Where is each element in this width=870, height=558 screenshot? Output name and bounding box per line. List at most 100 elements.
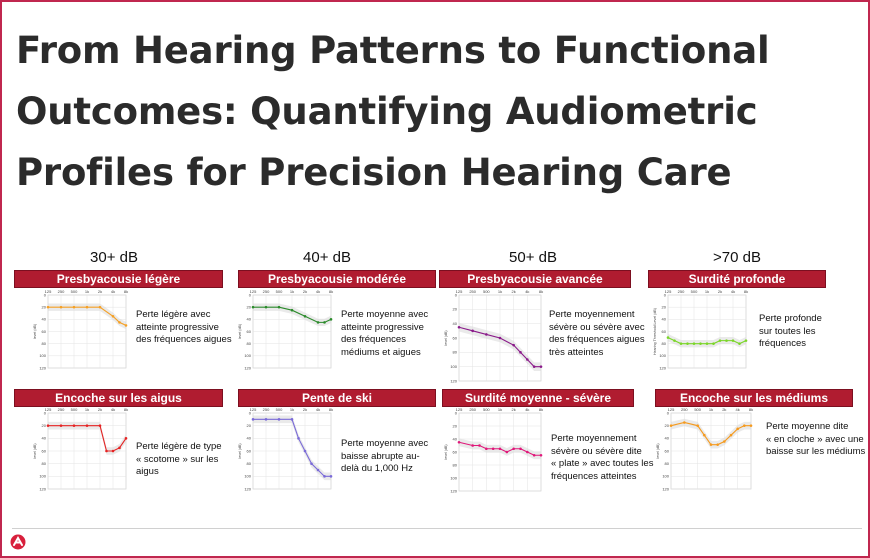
y-tick-label: 20	[42, 304, 47, 309]
freq-tick-label: 8k	[124, 407, 128, 412]
freq-tick-label: 8k	[329, 407, 333, 412]
threshold-point	[539, 453, 543, 457]
freq-tick-label: 125	[456, 407, 463, 412]
threshold-point	[323, 321, 326, 324]
freq-tick-label: 1k	[705, 289, 709, 294]
threshold-point	[673, 339, 676, 342]
y-tick-label: 120	[39, 486, 46, 491]
y-axis-label: level (dB)	[33, 443, 37, 458]
desc-pente-de-ski: Perte moyenne avec baisse abrupte au- de…	[341, 438, 428, 476]
desc-line: delà du 1,000 Hz	[341, 463, 413, 474]
y-tick-label: 80	[42, 461, 47, 466]
threshold-point	[98, 424, 102, 427]
threshold-point	[72, 305, 76, 309]
y-tick-label: 0	[667, 410, 670, 415]
y-tick-label: 0	[44, 292, 47, 297]
threshold-point	[699, 342, 702, 345]
y-tick-label: 100	[39, 353, 46, 358]
y-tick-label: 20	[453, 307, 458, 312]
y-tick-label: 40	[247, 317, 252, 322]
threshold-point	[264, 305, 268, 309]
threshold-point	[749, 424, 753, 427]
freq-tick-label: 8k	[539, 407, 543, 412]
freq-tick-label: 500	[483, 289, 490, 294]
title-line-1: From Hearing Patterns to Functional	[16, 29, 770, 72]
desc-line: sévère ou sévère dite	[551, 445, 642, 457]
threshold-line	[48, 306, 127, 326]
threshold-point	[98, 305, 102, 309]
audiogram-presbyacousie-moderee: 125 250 500 1k 2k 4k 8k 0 20 40 60 80 100 120 level (d…	[238, 289, 333, 370]
y-tick-label: 60	[662, 329, 667, 334]
threshold-point	[118, 321, 121, 324]
desc-surdite-profonde: Perte profonde sur toutes les fréquences	[759, 313, 822, 351]
threshold-point	[491, 447, 495, 451]
y-tick-label: 40	[453, 436, 458, 441]
freq-tick-label: 500	[694, 407, 701, 412]
freq-tick-label: 250	[263, 407, 270, 412]
y-axis-label: level (dB)	[33, 324, 37, 339]
threshold-point	[703, 433, 706, 437]
threshold-point	[731, 339, 735, 342]
threshold-point	[725, 339, 728, 342]
threshold-point	[59, 424, 63, 427]
freq-tick-label: 4k	[316, 407, 320, 412]
freq-tick-label: 250	[469, 289, 476, 294]
y-tick-label: 40	[42, 436, 47, 441]
y-tick-label: 0	[455, 292, 458, 297]
desc-line: sévère ou sévère avec	[549, 321, 645, 333]
threshold-point	[729, 433, 733, 437]
freq-tick-label: 1k	[498, 407, 502, 412]
threshold-point	[512, 343, 515, 347]
desc-line: des fréquences aigues	[136, 334, 232, 345]
y-tick-label: 20	[662, 304, 667, 309]
threshold-point	[46, 305, 50, 309]
freq-tick-label: 500	[483, 407, 490, 412]
threshold-point	[310, 462, 313, 465]
freq-tick-label: 8k	[329, 289, 333, 294]
desc-line: atteinte progressive	[341, 321, 424, 333]
freq-tick-label: 1k	[498, 289, 502, 294]
desc-presbyacousie-avancee: Perte moyennement sévère ou sévère avec …	[549, 309, 645, 359]
freq-tick-label: 500	[276, 407, 283, 412]
threshold-point	[457, 325, 461, 329]
threshold-point	[264, 418, 268, 421]
freq-tick-label: 2k	[303, 407, 307, 412]
threshold-point	[723, 440, 726, 443]
desc-line: « plate » avec toutes les	[551, 458, 654, 469]
freq-tick-label: 500	[276, 289, 283, 294]
freq-tick-label: 250	[678, 289, 685, 294]
desc-line: médiums et aigues	[341, 346, 421, 358]
freq-tick-label: 2k	[98, 289, 102, 294]
desc-line: « en cloche » avec une	[766, 433, 864, 445]
audiogram-presbyacousie-avancee: 125 250 500 1k 2k 4k 8k 0 20 40 60 80 100 120 level (d…	[444, 289, 543, 383]
threshold-point	[124, 324, 128, 327]
y-tick-label: 60	[453, 449, 458, 454]
banner-encoche-aigus: Encoche sur les aigus	[14, 389, 223, 407]
title-line-3: Profiles for Precision Hearing Care	[16, 151, 732, 194]
y-tick-label: 80	[247, 341, 252, 346]
y-tick-label: 100	[450, 475, 457, 480]
threshold-point	[532, 365, 536, 368]
threshold-point	[666, 336, 670, 339]
threshold-point	[743, 424, 746, 427]
audiogram-pente-de-ski: 125 250 500 1k 2k 4k 8k 0 20 40 60 80 100 120 level (d…	[238, 407, 333, 491]
threshold-point	[512, 447, 515, 451]
threshold-line	[253, 418, 331, 477]
y-axis-label: level (dB)	[238, 324, 242, 339]
threshold-point	[105, 449, 108, 453]
desc-line: atteinte progressive	[136, 321, 219, 333]
threshold-point	[316, 321, 320, 324]
freq-tick-label: 125	[456, 289, 463, 294]
audiogram-surdite-moyenne-severe: 125 250 500 1k 2k 4k 8k 0 20 40 60 80 100 120 level (d…	[444, 407, 543, 493]
freq-tick-label: 8k	[744, 289, 748, 294]
threshold-point	[329, 318, 333, 321]
threshold-point	[329, 475, 333, 478]
freq-tick-label: 8k	[124, 289, 128, 294]
freq-tick-label: 125	[668, 407, 675, 412]
variability-band	[459, 322, 541, 371]
freq-tick-label: 250	[681, 407, 688, 412]
column-header-40db: 40+ dB	[303, 249, 351, 266]
desc-encoche-mediums: Perte moyenne dite « en cloche » avec un…	[766, 421, 865, 459]
freq-tick-label: 2k	[512, 407, 516, 412]
threshold-point	[251, 305, 255, 309]
